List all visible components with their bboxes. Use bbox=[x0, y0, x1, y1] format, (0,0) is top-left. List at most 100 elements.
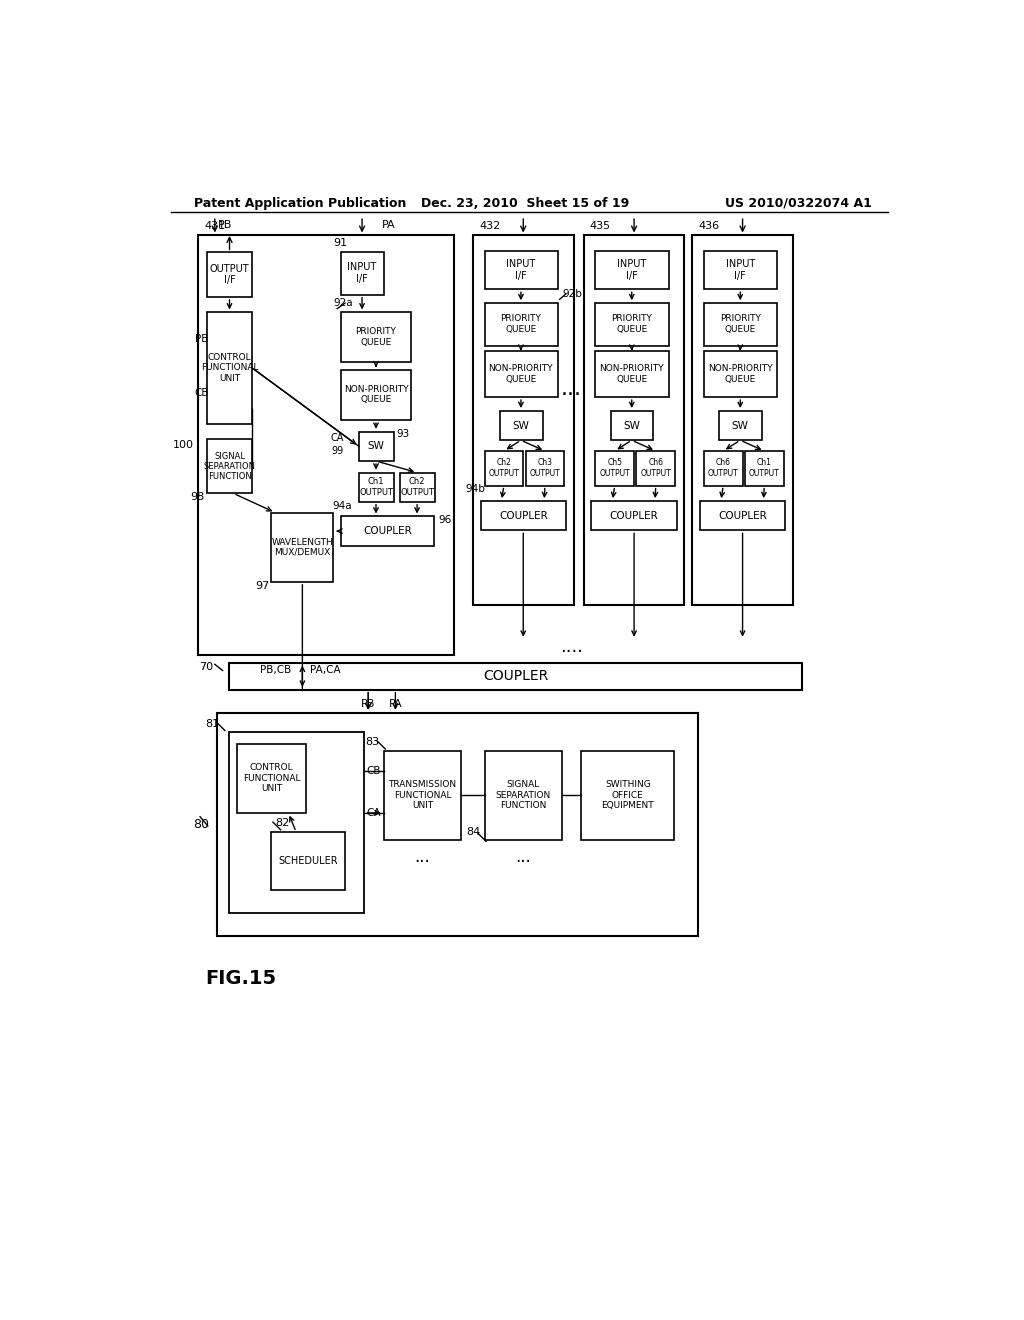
Bar bbox=[595, 251, 669, 289]
Bar bbox=[744, 451, 783, 486]
Text: CONTROL
FUNCTIONAL
UNIT: CONTROL FUNCTIONAL UNIT bbox=[201, 352, 258, 383]
Text: SWITHING
OFFICE
EQUIPMENT: SWITHING OFFICE EQUIPMENT bbox=[601, 780, 654, 810]
Text: 81: 81 bbox=[206, 719, 219, 730]
Text: COUPLER: COUPLER bbox=[483, 669, 548, 682]
Text: Ch2
OUTPUT: Ch2 OUTPUT bbox=[488, 458, 519, 478]
Bar bbox=[700, 502, 785, 531]
Text: Ch1
OUTPUT: Ch1 OUTPUT bbox=[359, 478, 393, 496]
Text: OUTPUT
I/F: OUTPUT I/F bbox=[210, 264, 249, 285]
Text: PB: PB bbox=[361, 698, 376, 709]
Bar bbox=[384, 751, 461, 840]
Text: PB: PB bbox=[195, 334, 208, 345]
Text: PRIORITY
QUEUE: PRIORITY QUEUE bbox=[501, 314, 542, 334]
Text: SW: SW bbox=[512, 421, 529, 430]
Text: Ch6
OUTPUT: Ch6 OUTPUT bbox=[640, 458, 671, 478]
Text: 432: 432 bbox=[479, 222, 501, 231]
Text: Ch3
OUTPUT: Ch3 OUTPUT bbox=[529, 458, 560, 478]
Text: 93: 93 bbox=[396, 429, 410, 440]
Text: ...: ... bbox=[561, 379, 582, 400]
Text: 70: 70 bbox=[199, 661, 213, 672]
Text: ...: ... bbox=[415, 847, 430, 866]
Text: PB: PB bbox=[218, 219, 232, 230]
Text: SCHEDULER: SCHEDULER bbox=[278, 855, 338, 866]
Bar bbox=[595, 451, 634, 486]
Text: CB: CB bbox=[195, 388, 209, 399]
Text: COUPLER: COUPLER bbox=[609, 511, 658, 520]
Bar bbox=[525, 451, 564, 486]
Bar bbox=[703, 351, 777, 397]
Bar bbox=[500, 411, 543, 441]
Text: CB: CB bbox=[367, 766, 381, 776]
Bar bbox=[217, 713, 697, 936]
Text: 92b: 92b bbox=[562, 289, 582, 298]
Bar bbox=[228, 733, 365, 913]
Text: PRIORITY
QUEUE: PRIORITY QUEUE bbox=[355, 327, 396, 347]
Bar bbox=[271, 832, 345, 890]
Text: PA,CA: PA,CA bbox=[310, 665, 341, 676]
Text: PRIORITY
QUEUE: PRIORITY QUEUE bbox=[611, 314, 652, 334]
Text: TRANSMISSION
FUNCTIONAL
UNIT: TRANSMISSION FUNCTIONAL UNIT bbox=[388, 780, 457, 810]
Text: NON-PRIORITY
QUEUE: NON-PRIORITY QUEUE bbox=[344, 385, 409, 404]
Text: 82: 82 bbox=[275, 818, 290, 828]
Text: SW: SW bbox=[732, 421, 749, 430]
Text: 100: 100 bbox=[173, 440, 195, 450]
Text: PA: PA bbox=[388, 698, 402, 709]
Bar bbox=[719, 411, 762, 441]
Bar bbox=[198, 235, 454, 655]
Text: 80: 80 bbox=[194, 818, 210, 832]
Bar bbox=[341, 252, 384, 294]
Text: NON-PRIORITY
QUEUE: NON-PRIORITY QUEUE bbox=[599, 364, 664, 384]
Text: Patent Application Publication: Patent Application Publication bbox=[194, 197, 407, 210]
Text: 91: 91 bbox=[334, 238, 347, 248]
Text: SIGNAL
SEPARATION
FUNCTION: SIGNAL SEPARATION FUNCTION bbox=[496, 780, 551, 810]
Text: 99: 99 bbox=[331, 446, 343, 455]
Text: Ch5
OUTPUT: Ch5 OUTPUT bbox=[599, 458, 630, 478]
Text: SIGNAL
SEPARATION
FUNCTION: SIGNAL SEPARATION FUNCTION bbox=[204, 451, 256, 482]
Bar bbox=[595, 304, 669, 346]
Bar bbox=[207, 252, 252, 297]
Text: 98: 98 bbox=[190, 492, 205, 502]
Text: INPUT
I/F: INPUT I/F bbox=[347, 263, 377, 284]
Text: US 2010/0322074 A1: US 2010/0322074 A1 bbox=[725, 197, 872, 210]
Text: NON-PRIORITY
QUEUE: NON-PRIORITY QUEUE bbox=[488, 364, 553, 384]
Bar bbox=[611, 411, 653, 441]
Bar bbox=[692, 235, 793, 605]
Bar bbox=[341, 313, 411, 363]
Text: INPUT
I/F: INPUT I/F bbox=[726, 259, 755, 281]
Text: PB,CB: PB,CB bbox=[260, 665, 291, 676]
Bar bbox=[703, 304, 777, 346]
Text: 97: 97 bbox=[255, 581, 269, 591]
Text: PA: PA bbox=[382, 219, 396, 230]
Text: 96: 96 bbox=[438, 515, 452, 525]
Bar bbox=[359, 473, 394, 502]
Text: Ch2
OUTPUT: Ch2 OUTPUT bbox=[400, 478, 434, 496]
Text: COUPLER: COUPLER bbox=[499, 511, 548, 520]
Text: ...: ... bbox=[515, 847, 531, 866]
Bar bbox=[359, 432, 394, 461]
Text: SW: SW bbox=[624, 421, 640, 430]
Text: Ch1
OUTPUT: Ch1 OUTPUT bbox=[749, 458, 779, 478]
Bar bbox=[341, 370, 411, 420]
Text: INPUT
I/F: INPUT I/F bbox=[617, 259, 646, 281]
Text: CA: CA bbox=[331, 433, 344, 444]
Bar bbox=[703, 451, 742, 486]
Text: INPUT
I/F: INPUT I/F bbox=[506, 259, 536, 281]
Bar bbox=[480, 502, 566, 531]
Text: FIG.15: FIG.15 bbox=[206, 969, 276, 987]
Bar bbox=[271, 512, 334, 582]
Bar bbox=[237, 743, 306, 813]
Bar bbox=[484, 251, 558, 289]
Text: CA: CA bbox=[367, 808, 381, 818]
Text: 435: 435 bbox=[590, 222, 611, 231]
Text: 431: 431 bbox=[204, 222, 225, 231]
Bar bbox=[592, 502, 677, 531]
Bar bbox=[473, 235, 573, 605]
Text: 84: 84 bbox=[466, 828, 480, 837]
Text: SW: SW bbox=[368, 441, 384, 451]
Text: Ch6
OUTPUT: Ch6 OUTPUT bbox=[708, 458, 738, 478]
Bar bbox=[595, 351, 669, 397]
Text: NON-PRIORITY
QUEUE: NON-PRIORITY QUEUE bbox=[708, 364, 772, 384]
Bar bbox=[400, 473, 435, 502]
Bar bbox=[584, 235, 684, 605]
Text: COUPLER: COUPLER bbox=[718, 511, 767, 520]
